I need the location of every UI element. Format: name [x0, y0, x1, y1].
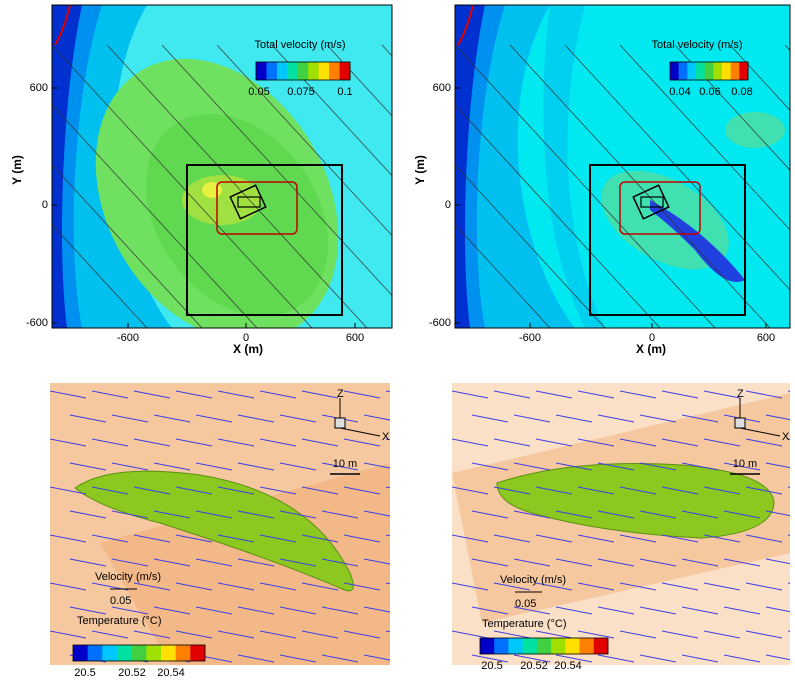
x-tick-label: 600 — [346, 332, 364, 344]
y-axis-label: Y (m) — [10, 155, 24, 185]
colorbar-segment — [298, 62, 309, 80]
colorbar-segment — [594, 638, 609, 654]
colorbar-label: 0.04 — [669, 86, 690, 98]
colorbar-segment — [722, 62, 731, 80]
x-tick-label: 600 — [757, 332, 775, 344]
colorbar-segment — [670, 62, 679, 80]
colorbar-segment — [176, 645, 191, 661]
colorbar-segment — [494, 638, 509, 654]
x-tick-label: -600 — [117, 332, 139, 344]
y-tick-label: 600 — [30, 82, 48, 94]
x-axis-label: X (m) — [233, 342, 263, 356]
colorbar-label: 20.54 — [554, 660, 582, 672]
velocity-arrow — [386, 439, 422, 446]
velocity-arrow — [386, 391, 422, 398]
x-axis-label: X (m) — [636, 342, 666, 356]
colorbar-segment — [287, 62, 298, 80]
velocity-arrow — [386, 583, 422, 590]
colorbar-label: 0.1 — [337, 86, 352, 98]
y-axis-label: Y (m) — [413, 155, 427, 185]
velocity-title: Velocity (m/s) — [95, 571, 161, 583]
colorbar-segment — [580, 638, 595, 654]
velocity-arrow — [386, 487, 422, 494]
y-tick-label: 0 — [445, 199, 451, 211]
contour-blob — [202, 182, 222, 198]
colorbar-label: 20.5 — [481, 660, 502, 672]
velocity-arrow — [406, 607, 442, 614]
scale-bar-label: 10 m — [733, 458, 757, 470]
colorbar-label: 0.075 — [287, 86, 315, 98]
velocity-value: 0.05 — [515, 598, 536, 610]
colorbar-segment — [102, 645, 117, 661]
colorbar-segment — [731, 62, 740, 80]
axis-cube — [735, 418, 745, 428]
colorbar-segment — [132, 645, 147, 661]
colorbar-segment — [480, 638, 495, 654]
colorbar-title: Temperature (°C) — [482, 618, 566, 630]
colorbar-segment — [340, 62, 351, 80]
colorbar-title: Total velocity (m/s) — [651, 39, 742, 51]
colorbar-segment — [117, 645, 132, 661]
y-tick-label: 600 — [433, 82, 451, 94]
colorbar-segment — [508, 638, 523, 654]
axis-name: X — [782, 431, 790, 443]
colorbar-segment — [713, 62, 722, 80]
x-tick-label: -600 — [519, 332, 541, 344]
colorbar-label: 20.52 — [118, 667, 146, 679]
axis-name: Z — [337, 388, 344, 400]
colorbar-segment — [739, 62, 748, 80]
velocity-arrow — [386, 535, 422, 542]
colorbar-title: Total velocity (m/s) — [254, 39, 345, 51]
colorbar-segment — [88, 645, 103, 661]
velocity-arrow — [406, 463, 442, 470]
colorbar-segment — [146, 645, 161, 661]
y-tick-label: -600 — [429, 317, 451, 329]
colorbar-segment — [190, 645, 205, 661]
colorbar-segment — [679, 62, 688, 80]
colorbar-label: 20.5 — [74, 667, 95, 679]
colorbar-label: 20.52 — [520, 660, 548, 672]
velocity-arrow — [386, 631, 422, 638]
colorbar-segment — [565, 638, 580, 654]
colorbar-segment — [73, 645, 88, 661]
colorbar-segment — [537, 638, 552, 654]
colorbar-segment — [277, 62, 288, 80]
axis-name: X — [382, 431, 390, 443]
colorbar-label: 20.54 — [157, 667, 185, 679]
velocity-value: 0.05 — [110, 595, 131, 607]
y-tick-label: 0 — [42, 199, 48, 211]
colorbar-segment — [551, 638, 566, 654]
colorbar-segment — [523, 638, 538, 654]
scale-bar-label: 10 m — [333, 458, 357, 470]
velocity-arrow — [406, 415, 442, 422]
colorbar-segment — [308, 62, 319, 80]
colorbar-label: 0.05 — [248, 86, 269, 98]
y-tick-label: -600 — [26, 317, 48, 329]
colorbar-segment — [256, 62, 267, 80]
velocity-arrow — [406, 655, 442, 662]
colorbar-segment — [329, 62, 340, 80]
colorbar-label: 0.08 — [731, 86, 752, 98]
colorbar-segment — [266, 62, 277, 80]
velocity-title: Velocity (m/s) — [500, 574, 566, 586]
velocity-arrow — [406, 559, 442, 566]
colorbar-segment — [696, 62, 705, 80]
contour-blob — [725, 112, 785, 148]
axis-name: Z — [737, 388, 744, 400]
colorbar-segment — [705, 62, 714, 80]
figure: 600 0 -600 -600 0 600 X (m) Y (m) Total velocity… — [0, 0, 795, 688]
colorbar-title: Temperature (°C) — [77, 615, 161, 627]
axis-cube — [335, 418, 345, 428]
colorbar-segment — [687, 62, 696, 80]
velocity-arrow — [406, 511, 442, 518]
colorbar-segment — [319, 62, 330, 80]
colorbar-label: 0.06 — [699, 86, 720, 98]
colorbar-segment — [161, 645, 176, 661]
